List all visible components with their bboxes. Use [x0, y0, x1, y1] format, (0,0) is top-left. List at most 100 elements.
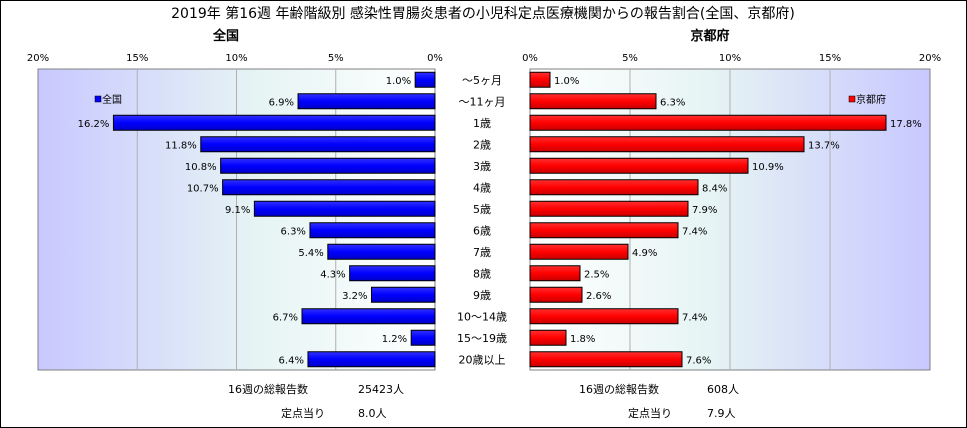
kyoto-bar — [529, 286, 583, 303]
kyoto-data-label: 4.9% — [632, 248, 657, 259]
kyoto-per-label: 定点当り — [628, 406, 672, 420]
national-data-labels: 1.0% 6.9% 16.2% 11.8% 10.8% 10.7% 9.1% 6.3% 5.4%… — [78, 76, 412, 367]
national-total-label: 16週の総報告数 — [228, 382, 308, 396]
national-bar — [112, 114, 436, 131]
kyoto-data-label: 10.9% — [752, 162, 784, 173]
kyoto-bar — [529, 243, 629, 260]
kyoto-data-label: 13.7% — [808, 140, 840, 151]
national-bar — [297, 93, 436, 110]
national-tick-label: 20% — [27, 53, 49, 64]
national-bar — [309, 222, 436, 239]
national-data-label: 3.2% — [342, 291, 367, 302]
category-label: 9歳 — [473, 289, 491, 302]
kyoto-total-label: 16週の総報告数 — [579, 382, 659, 396]
category-label: 4歳 — [473, 181, 491, 194]
kyoto-data-label: 17.8% — [890, 119, 922, 130]
national-axis-ticks: 20% 15% 10% 5% 0% — [27, 53, 443, 64]
national-bars — [112, 71, 436, 368]
kyoto-bar — [529, 308, 679, 325]
national-data-label: 4.3% — [320, 269, 345, 280]
kyoto-bar — [529, 222, 679, 239]
category-label: ～5ヶ月 — [462, 74, 502, 87]
national-data-label: 16.2% — [78, 119, 110, 130]
kyoto-bar — [529, 351, 683, 368]
national-bar — [220, 157, 436, 174]
national-tick-label: 5% — [328, 53, 344, 64]
category-label: 20歳以上 — [459, 353, 506, 366]
kyoto-tick-label: 0% — [522, 53, 538, 64]
national-bar — [327, 243, 436, 260]
national-data-label: 6.7% — [273, 312, 298, 323]
national-data-label: 6.3% — [281, 226, 306, 237]
kyoto-bar — [529, 136, 805, 153]
national-per-value: 8.0人 — [358, 407, 387, 420]
category-label: 15～19歳 — [457, 332, 507, 345]
national-panel-title: 全国 — [212, 28, 239, 44]
national-bar — [370, 286, 436, 303]
national-bar — [301, 308, 436, 325]
kyoto-panel-title: 京都府 — [690, 28, 729, 44]
category-label: 2歳 — [473, 138, 491, 151]
national-data-label: 1.2% — [382, 334, 407, 345]
kyoto-legend-label: 京都府 — [856, 93, 886, 106]
national-bar — [414, 71, 436, 88]
kyoto-data-label: 1.8% — [570, 334, 595, 345]
national-legend-swatch — [94, 95, 102, 103]
kyoto-legend-swatch — [848, 95, 856, 103]
kyoto-tick-label: 10% — [719, 53, 741, 64]
kyoto-data-label: 7.9% — [692, 205, 717, 216]
category-labels: ～5ヶ月 ～11ヶ月 1歳 2歳 3歳 4歳 5歳 6歳 7歳 8歳 9歳 10～14歳 15～19歳 2… — [457, 74, 507, 367]
national-tick-label: 15% — [126, 53, 148, 64]
kyoto-data-label: 7.4% — [682, 312, 707, 323]
kyoto-bar — [529, 93, 657, 110]
kyoto-bar — [529, 71, 551, 88]
kyoto-tick-label: 15% — [819, 53, 841, 64]
national-bar — [349, 265, 436, 282]
kyoto-data-label: 6.3% — [660, 97, 685, 108]
kyoto-bar — [529, 157, 749, 174]
national-tick-label: 0% — [427, 53, 443, 64]
kyoto-bar — [529, 114, 887, 131]
kyoto-bars — [529, 71, 887, 368]
kyoto-total-value: 608人 — [707, 383, 739, 396]
kyoto-data-label: 2.5% — [584, 269, 609, 280]
kyoto-data-label: 1.0% — [554, 76, 579, 87]
kyoto-bar — [529, 200, 689, 217]
kyoto-bar — [529, 265, 581, 282]
category-label: 1歳 — [473, 117, 491, 130]
chart-title: 2019年 第16週 年齢階級別 感染性胃腸炎患者の小児科定点医療機関からの報告… — [171, 5, 795, 22]
national-bar — [200, 136, 436, 153]
national-bar — [253, 200, 436, 217]
national-legend: 全国 — [94, 93, 122, 106]
national-legend-label: 全国 — [102, 93, 122, 106]
kyoto-tick-label: 5% — [622, 53, 638, 64]
kyoto-axis-ticks: 0% 5% 10% 15% 20% — [522, 53, 941, 64]
national-data-label: 5.4% — [298, 248, 323, 259]
kyoto-bar — [529, 329, 567, 346]
kyoto-data-label: 2.6% — [586, 291, 611, 302]
national-per-label: 定点当り — [281, 406, 325, 420]
national-bar — [410, 329, 436, 346]
kyoto-tick-label: 20% — [919, 53, 941, 64]
category-label: 5歳 — [473, 203, 491, 216]
category-label: 6歳 — [473, 224, 491, 237]
national-data-label: 10.8% — [185, 162, 217, 173]
national-tick-label: 10% — [225, 53, 247, 64]
kyoto-data-label: 7.6% — [686, 355, 711, 366]
kyoto-data-label: 7.4% — [682, 226, 707, 237]
national-bar — [307, 351, 436, 368]
category-label: ～11ヶ月 — [459, 95, 506, 108]
national-bar — [222, 179, 436, 196]
national-data-label: 6.4% — [279, 355, 304, 366]
national-data-label: 11.8% — [165, 140, 197, 151]
category-label: 7歳 — [473, 246, 491, 259]
category-label: 8歳 — [473, 267, 491, 280]
category-label: 10～14歳 — [457, 310, 507, 323]
kyoto-legend: 京都府 — [848, 93, 886, 106]
national-data-label: 6.9% — [269, 97, 294, 108]
kyoto-data-label: 8.4% — [702, 183, 727, 194]
national-data-label: 10.7% — [187, 183, 219, 194]
kyoto-bar — [529, 179, 699, 196]
